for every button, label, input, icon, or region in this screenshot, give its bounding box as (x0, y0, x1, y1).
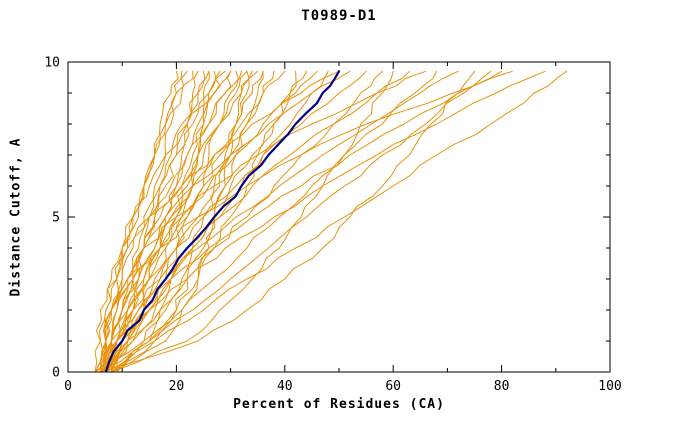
y-tick-label: 10 (44, 56, 60, 71)
chart-title: T0989-D1 (301, 8, 377, 24)
series-line-32 (105, 70, 503, 372)
x-tick-label: 80 (494, 379, 510, 394)
series-line-33 (100, 70, 513, 372)
series-line-29 (105, 70, 459, 372)
series-line-26 (105, 70, 410, 372)
x-tick-label: 20 (169, 379, 185, 394)
series-line-39 (100, 70, 210, 372)
x-tick-label: 0 (64, 379, 72, 394)
series-line-40 (103, 70, 232, 372)
series-line-31 (110, 70, 492, 372)
series-group (94, 70, 568, 372)
series-line-14 (105, 70, 259, 372)
y-tick-label: 0 (52, 366, 60, 381)
x-tick-label: 40 (277, 379, 293, 394)
series-line-25 (110, 70, 394, 372)
series-line-27 (100, 70, 427, 372)
x-axis-label: Percent of Residues (CA) (233, 397, 445, 412)
series-line-18 (100, 70, 297, 372)
series-line-35 (105, 70, 568, 372)
series-line-19 (110, 70, 307, 372)
series-line-30 (100, 70, 475, 372)
y-tick-label: 5 (52, 211, 60, 226)
y-axis-label: Distance Cutoff, A (8, 137, 24, 297)
x-tick-label: 60 (385, 379, 401, 394)
series-line-11 (105, 70, 242, 372)
series-line-1 (94, 70, 179, 372)
series-line-23 (105, 70, 367, 372)
x-tick-label: 100 (598, 379, 621, 394)
series-line-42 (94, 70, 340, 372)
highlight-series-line (104, 70, 341, 372)
series-line-22 (110, 70, 351, 372)
series-line-15 (100, 70, 264, 372)
series-line-24 (100, 70, 383, 372)
